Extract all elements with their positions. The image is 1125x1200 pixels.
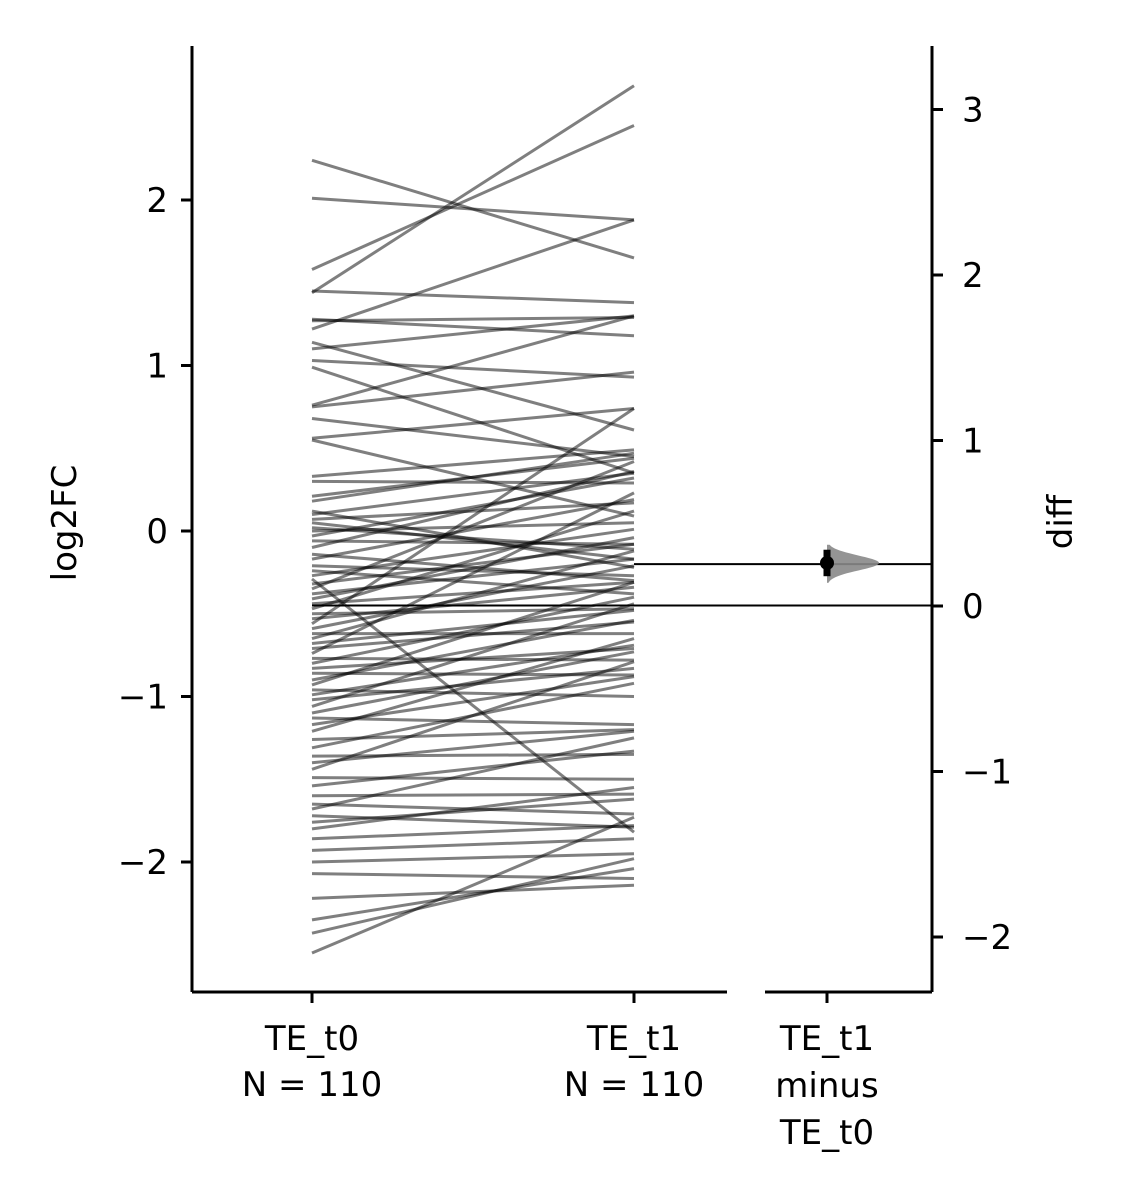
y-tick-label: 2 xyxy=(146,181,168,221)
paired-line xyxy=(311,84,635,294)
paired-line xyxy=(311,365,635,475)
diff-y-tick-label: 1 xyxy=(962,422,984,462)
group-label: TE_t0 xyxy=(264,1019,359,1059)
paired-line xyxy=(311,857,635,935)
paired-line xyxy=(311,660,635,771)
paired-line xyxy=(311,569,635,596)
paired-line xyxy=(311,340,635,432)
diff-y-tick-label: 0 xyxy=(962,587,984,627)
paired-line xyxy=(311,359,635,379)
diff-y-tick-label: 3 xyxy=(962,91,984,131)
paired-line xyxy=(311,647,635,670)
paired-line xyxy=(311,650,635,715)
paired-line xyxy=(311,716,635,727)
paired-line xyxy=(311,867,635,922)
paired-line xyxy=(311,317,635,338)
paired-line xyxy=(311,314,635,407)
paired-line xyxy=(311,883,635,900)
paired-line xyxy=(311,580,635,687)
paired-line xyxy=(311,316,635,323)
paired-line xyxy=(311,491,635,655)
diff-y-tick-label: −2 xyxy=(962,918,1012,958)
right-y-ticks: −2 −1 0 1 2 3 xyxy=(932,91,1012,958)
paired-line xyxy=(311,837,635,852)
paired-line xyxy=(311,124,635,271)
paired-line xyxy=(311,815,635,955)
paired-line xyxy=(311,407,635,440)
paired-line xyxy=(311,509,635,611)
paired-lines xyxy=(311,84,635,955)
y-tick-label: 1 xyxy=(146,347,168,387)
paired-line xyxy=(311,564,635,631)
diff-group-label: TE_t0 xyxy=(779,1113,874,1153)
paired-line xyxy=(311,602,635,708)
paired-line xyxy=(311,585,635,621)
paired-line xyxy=(311,752,635,758)
paired-line xyxy=(311,620,635,650)
paired-line xyxy=(311,196,635,222)
paired-line xyxy=(311,471,635,516)
paired-line xyxy=(311,729,635,765)
paired-line xyxy=(311,460,635,591)
group-label: TE_t1 xyxy=(586,1019,681,1059)
paired-line xyxy=(311,289,635,305)
left-y-ticks: −2 −1 0 1 2 xyxy=(118,181,192,883)
paired-line xyxy=(311,370,635,409)
paired-line xyxy=(311,476,635,538)
bootstrap-distribution xyxy=(827,544,879,583)
paired-line xyxy=(311,542,635,586)
paired-line xyxy=(311,736,635,811)
paired-line xyxy=(311,786,635,831)
paired-line xyxy=(311,218,635,331)
paired-line xyxy=(311,580,635,606)
paired-line xyxy=(311,852,635,864)
paired-line xyxy=(311,749,635,788)
paired-line xyxy=(311,618,635,682)
paired-line xyxy=(311,448,635,478)
paired-line xyxy=(311,539,635,546)
diff-y-tick-label: −1 xyxy=(962,753,1012,793)
left-x-ticks: TE_t0 N = 110 TE_t1 N = 110 xyxy=(242,992,704,1105)
paired-line xyxy=(311,521,635,533)
group-n-label: N = 110 xyxy=(564,1065,704,1105)
paired-line xyxy=(311,637,635,733)
right-y-axis-title: diff xyxy=(1041,493,1081,549)
paired-line xyxy=(311,314,635,351)
paired-line xyxy=(311,498,635,561)
y-tick-label: −2 xyxy=(118,843,168,883)
diff-group-label: TE_t1 xyxy=(779,1019,874,1059)
mean-reference-lines xyxy=(312,563,932,607)
diff-y-tick-label: 2 xyxy=(962,256,984,296)
paired-line xyxy=(311,824,635,841)
paired-line xyxy=(311,501,635,521)
paired-line xyxy=(311,407,635,625)
paired-line xyxy=(311,577,635,834)
left-y-axis-title: log2FC xyxy=(45,465,85,582)
paired-line xyxy=(311,776,635,781)
paired-line xyxy=(311,526,635,551)
paired-line xyxy=(311,797,635,824)
diff-group-label: minus xyxy=(775,1066,878,1106)
paired-line xyxy=(311,549,635,641)
y-tick-label: −1 xyxy=(118,678,168,718)
y-tick-label: 0 xyxy=(146,512,168,552)
paired-line xyxy=(311,595,635,665)
paired-line xyxy=(311,417,635,458)
group-n-label: N = 110 xyxy=(242,1065,382,1105)
mean-difference-point xyxy=(820,555,834,570)
paired-line xyxy=(311,608,635,645)
left-panel: −2 −1 0 1 2 TE_t0 N = 110 TE_t1 N = 110 log2FC xyxy=(45,46,727,1105)
paired-line xyxy=(311,451,635,503)
